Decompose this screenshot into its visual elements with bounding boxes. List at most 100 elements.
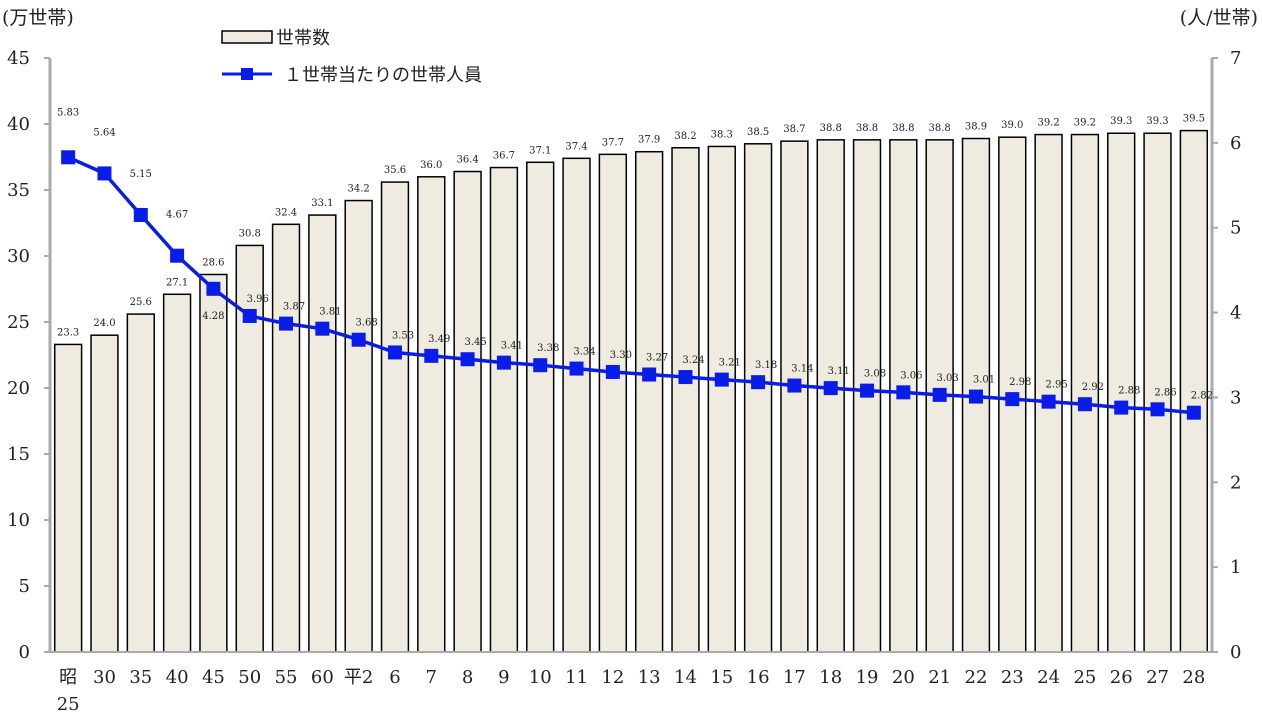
right-axis: 0 1 2 3 4 5 6 7 — [1210, 48, 1241, 663]
bar-data-label: 37.7 — [602, 137, 624, 148]
x-tick-label: 25 — [1073, 667, 1096, 688]
left-axis: 0 5 10 15 20 25 30 35 40 45 — [7, 48, 52, 663]
x-tick-label: 26 — [1110, 667, 1133, 688]
x-tick-label: 19 — [856, 667, 879, 688]
bar-data-label: 27.1 — [166, 277, 188, 288]
bar-data-label: 23.3 — [57, 327, 79, 338]
line-marker — [496, 355, 511, 370]
line-data-labels: 5.83 5.64 5.15 4.67 4.28 3.96 3.87 3.81 3.68 3.53… — [57, 107, 1213, 401]
left-tick-label: 35 — [7, 180, 30, 201]
x-tick-label: 30 — [93, 667, 116, 688]
bar — [489, 166, 519, 653]
left-tick-label: 5 — [19, 576, 30, 597]
line-marker — [751, 375, 766, 390]
x-tick-label: 24 — [1037, 667, 1060, 688]
bar-data-label: 37.4 — [565, 141, 587, 152]
line-marker — [714, 372, 729, 387]
bar-data-label: 38.8 — [892, 123, 914, 134]
left-axis-label: (万世帯) — [2, 7, 74, 29]
bar-data-label: 37.1 — [529, 145, 551, 156]
bar-data-label: 30.8 — [239, 228, 261, 239]
bar — [816, 139, 845, 653]
x-tick-label: 9 — [498, 667, 509, 688]
bar — [852, 139, 882, 653]
bar-data-label: 38.5 — [747, 127, 769, 138]
x-tick-label: 35 — [129, 667, 152, 688]
bar — [671, 147, 700, 653]
line-data-label: 3.81 — [319, 307, 341, 318]
line-data-label: 3.08 — [864, 369, 886, 380]
line-marker — [1041, 394, 1056, 409]
line-data-label: 3.11 — [828, 366, 850, 377]
right-tick-label: 2 — [1230, 472, 1241, 493]
line-data-label: 3.68 — [356, 318, 378, 329]
bar-data-label: 24.0 — [93, 318, 115, 329]
x-tick-label: 12 — [601, 667, 624, 688]
line-data-label: 2.92 — [1082, 382, 1104, 393]
line-data-label: 3.18 — [755, 360, 777, 371]
bar-data-label: 39.3 — [1110, 116, 1132, 127]
line-marker — [896, 385, 911, 400]
line-data-label: 3.14 — [791, 364, 813, 375]
line-data-label: 3.34 — [573, 347, 595, 358]
x-tick-label: 6 — [389, 667, 400, 688]
bar-data-label: 36.0 — [420, 160, 442, 171]
line-data-label: 3.41 — [501, 341, 523, 352]
x-tick-label: 40 — [166, 667, 189, 688]
left-tick-label: 0 — [19, 642, 30, 663]
bar-data-label: 35.6 — [384, 165, 406, 176]
right-axis-label: (人/世帯) — [1180, 7, 1258, 29]
line-data-label: 2.98 — [1009, 377, 1031, 388]
x-tick-label: 27 — [1146, 667, 1169, 688]
bar — [271, 223, 301, 653]
line-data-label: 3.24 — [682, 355, 704, 366]
line-marker — [315, 321, 330, 336]
line-data-label: 3.53 — [392, 330, 414, 341]
right-tick-label: 0 — [1230, 642, 1241, 663]
bar — [634, 150, 664, 653]
line-marker — [170, 248, 185, 263]
bar — [526, 161, 555, 653]
left-tick-label: 20 — [7, 378, 30, 399]
right-tick-label: 3 — [1230, 387, 1241, 408]
right-tick-label: 6 — [1230, 133, 1241, 154]
bar-data-label: 32.4 — [275, 207, 297, 218]
line-data-label: 3.21 — [719, 358, 741, 369]
line-data-label: 2.95 — [1045, 380, 1067, 391]
legend: 世帯数 １世帯当たりの世帯人員 — [221, 28, 482, 86]
bar-data-label: 39.5 — [1183, 114, 1205, 125]
line-data-label: 3.06 — [900, 370, 922, 381]
line-data-label: 3.87 — [283, 302, 305, 313]
bar-data-label: 36.7 — [493, 151, 515, 162]
line-marker — [1005, 392, 1020, 407]
x-tick-label: 10 — [529, 667, 552, 688]
x-tick-label: 20 — [892, 667, 915, 688]
line-data-label: 3.96 — [247, 294, 269, 305]
line-marker — [206, 281, 221, 296]
line-marker — [932, 387, 947, 402]
x-tick-label: 17 — [783, 667, 806, 688]
line-data-label: 3.49 — [428, 334, 450, 345]
bar-data-label: 34.2 — [348, 184, 370, 195]
bar-data-label: 38.7 — [783, 124, 805, 135]
line-marker — [642, 367, 657, 382]
line-marker — [1150, 402, 1165, 417]
bar — [235, 244, 264, 653]
bar — [598, 153, 628, 653]
bar-data-label: 38.8 — [820, 123, 842, 134]
bar — [707, 145, 736, 653]
x-tick-label: 45 — [202, 667, 225, 688]
bar — [126, 313, 155, 653]
bar — [162, 293, 192, 653]
line-marker — [787, 378, 802, 393]
bar-data-label: 39.2 — [1037, 118, 1059, 129]
line-data-label: 4.28 — [202, 311, 224, 322]
line-marker — [860, 383, 875, 398]
line-marker — [460, 352, 475, 367]
line-data-label: 2.82 — [1191, 391, 1213, 402]
bar — [53, 343, 83, 653]
line-marker — [1114, 400, 1129, 415]
left-tick-label: 25 — [7, 312, 30, 333]
right-tick-label: 1 — [1230, 557, 1241, 578]
